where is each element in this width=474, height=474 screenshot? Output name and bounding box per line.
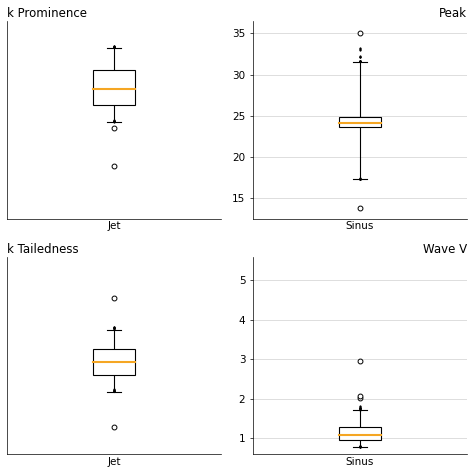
- Bar: [338, 117, 382, 128]
- Text: Peak: Peak: [439, 7, 467, 20]
- Text: k Tailedness: k Tailedness: [7, 243, 79, 255]
- Text: k Prominence: k Prominence: [7, 7, 87, 20]
- Bar: [92, 348, 136, 374]
- Bar: [338, 428, 382, 440]
- Text: Wave V: Wave V: [423, 243, 467, 255]
- Bar: [92, 70, 136, 105]
